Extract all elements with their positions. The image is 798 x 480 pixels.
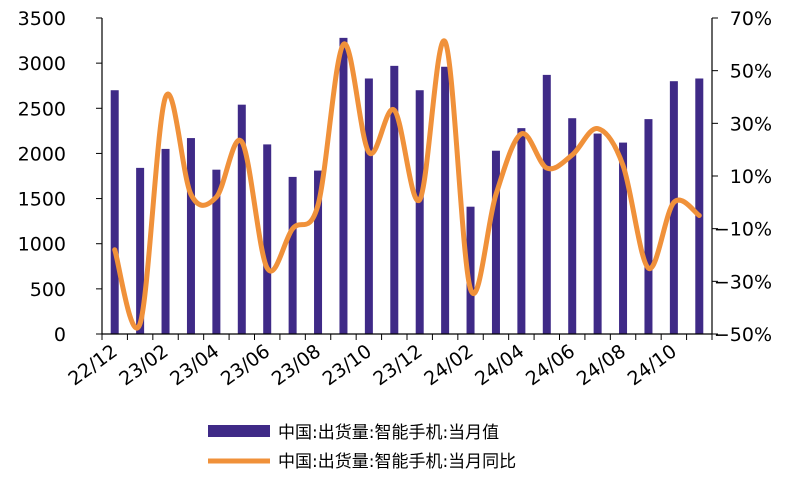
bar-24/02 [466,206,475,334]
y-right-tick-label: 50% [730,61,772,83]
bar-24/03 [491,150,500,334]
y-left-tick-label: 2500 [18,98,66,120]
bar-23/06 [263,144,272,334]
y-left-tick-label: 3000 [18,53,66,75]
y-axis-left: 0 500 1000 1500 2000 2500 3000 3500 [18,8,103,346]
bar-24/09 [644,119,653,335]
legend-swatch-bar [208,425,270,437]
bar-24/04 [517,128,526,334]
bar-22/12 [110,90,119,334]
x-tick-label: 23/04 [166,340,223,390]
bar-23/02 [161,148,170,334]
y-right-tick-label: −50% [714,324,772,346]
x-tick-label: 24/08 [573,340,630,390]
legend-label-bar: 中国:出货量:智能手机:当月值 [278,423,499,443]
y-left-tick-label: 1500 [18,189,66,211]
y-right-tick-label: 10% [730,166,772,188]
bar-23/07 [288,176,297,334]
yoy-line [112,38,702,331]
y-left-tick-label: 500 [30,279,66,301]
x-tick-label: 24/04 [471,340,528,390]
x-tick-label: 24/10 [624,340,681,390]
bar-23/08 [314,170,323,334]
x-tick-label: 23/08 [268,340,325,390]
x-tick-label: 23/10 [319,340,376,390]
bar-24/07 [593,133,602,334]
y-right-tick-label: −10% [714,219,772,241]
y-left-tick-label: 2000 [18,143,66,165]
y-right-tick-label: 70% [730,8,772,30]
bar-24/08 [619,142,628,334]
bar-23/01 [136,167,145,334]
bar-23/05 [237,104,246,334]
y-right-tick-label: 30% [730,113,772,135]
y-left-tick-label: 0 [54,324,66,346]
bar-24/01 [441,66,450,335]
bar-23/03 [186,138,195,334]
bar-24/10 [669,81,678,334]
bar-24/11 [695,78,704,335]
legend-label-line: 中国:出货量:智能手机:当月同比 [278,452,516,472]
x-tick-label: 24/02 [420,340,477,390]
bar-23/12 [415,90,424,334]
bars-group [110,37,704,335]
line-group [112,38,702,331]
y-left-tick-label: 1000 [18,234,66,256]
y-left-tick-label: 3500 [18,8,66,30]
bar-23/09 [339,37,348,335]
y-right-tick-label: −30% [714,271,772,293]
x-axis: 22/1223/0223/0423/0623/0823/1023/1224/02… [64,333,713,390]
x-tick-label: 22/12 [64,340,121,390]
bar-23/11 [390,65,399,334]
x-tick-label: 23/02 [115,340,172,390]
bar-24/05 [542,74,551,334]
bar-23/10 [364,78,373,335]
legend: 中国:出货量:智能手机:当月值 中国:出货量:智能手机:当月同比 [208,423,516,472]
x-tick-label: 24/06 [522,340,579,390]
bar-24/06 [568,118,577,335]
bar-23/04 [212,169,221,334]
x-tick-label: 23/12 [369,340,426,390]
x-tick-label: 23/06 [217,340,274,390]
y-axis-right: 70% 50% 30% 10% −10% −30% −50% [711,8,772,346]
